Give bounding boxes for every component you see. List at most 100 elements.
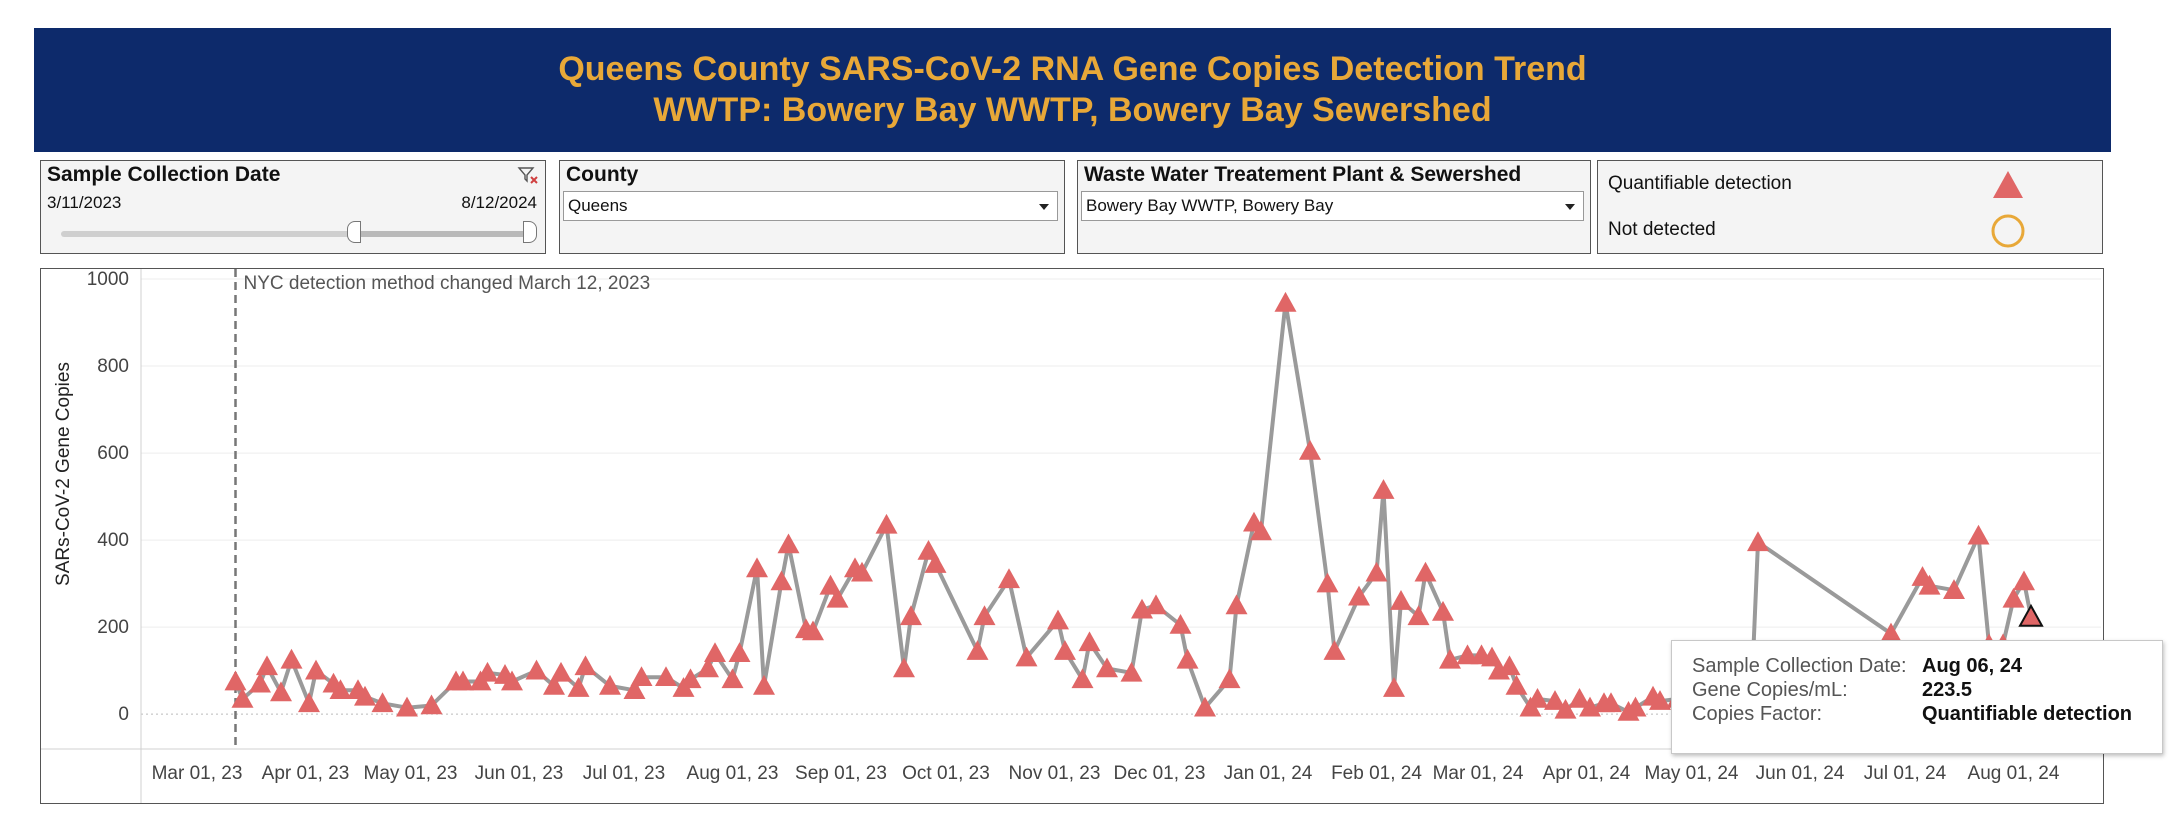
data-point[interactable]: [1365, 561, 1388, 582]
data-point[interactable]: [329, 679, 352, 700]
data-point[interactable]: [966, 640, 989, 660]
data-point[interactable]: [746, 557, 768, 578]
data-point[interactable]: [501, 670, 523, 691]
data-point-selected[interactable]: [2018, 603, 2044, 627]
data-point[interactable]: [298, 692, 320, 713]
data-point[interactable]: [1225, 594, 1248, 615]
data-point[interactable]: [875, 513, 898, 534]
data-point[interactable]: [1481, 646, 1503, 667]
plant-select[interactable]: Bowery Bay WWTP, Bowery Bay: [1081, 191, 1584, 221]
data-point[interactable]: [1372, 479, 1395, 499]
data-point[interactable]: [371, 692, 394, 713]
data-point[interactable]: [2013, 570, 2035, 591]
county-select[interactable]: Queens: [563, 191, 1058, 221]
data-point[interactable]: [697, 657, 719, 678]
data-point[interactable]: [893, 657, 915, 678]
data-point[interactable]: [1439, 648, 1461, 669]
data-point[interactable]: [1071, 668, 1094, 689]
data-point[interactable]: [777, 533, 800, 554]
data-point[interactable]: [1943, 579, 1965, 599]
data-point[interactable]: [1348, 585, 1370, 606]
data-point[interactable]: [819, 574, 842, 595]
data-point[interactable]: [753, 674, 775, 695]
data-point[interactable]: [704, 642, 726, 663]
data-point[interactable]: [630, 666, 653, 686]
data-point[interactable]: [826, 587, 849, 608]
date-slider-handle-start[interactable]: [347, 221, 361, 243]
data-point[interactable]: [305, 659, 327, 680]
data-point[interactable]: [1218, 668, 1241, 689]
data-point[interactable]: [1568, 687, 1591, 708]
data-point[interactable]: [998, 568, 1020, 589]
data-point[interactable]: [728, 642, 751, 663]
data-point[interactable]: [1194, 696, 1216, 717]
data-point[interactable]: [1316, 572, 1339, 593]
data-point[interactable]: [525, 659, 548, 680]
clear-filter-icon[interactable]: [517, 165, 539, 185]
data-point[interactable]: [1544, 690, 1566, 710]
data-point[interactable]: [1967, 524, 1990, 545]
data-point[interactable]: [1414, 561, 1437, 582]
data-point[interactable]: [224, 670, 247, 691]
data-point[interactable]: [679, 668, 702, 689]
data-point[interactable]: [1047, 609, 1069, 630]
data-point[interactable]: [973, 605, 996, 626]
data-point[interactable]: [1407, 605, 1430, 626]
data-point[interactable]: [1120, 661, 1143, 682]
data-point[interactable]: [543, 674, 565, 695]
data-point[interactable]: [1078, 631, 1101, 652]
data-point[interactable]: [550, 661, 572, 682]
data-point[interactable]: [476, 661, 499, 682]
data-point[interactable]: [567, 677, 590, 697]
data-point[interactable]: [1096, 657, 1118, 678]
data-point[interactable]: [924, 553, 947, 573]
data-point[interactable]: [249, 672, 271, 693]
data-point[interactable]: [1054, 640, 1076, 660]
data-point[interactable]: [721, 668, 744, 689]
data-point[interactable]: [1918, 574, 1941, 595]
data-point[interactable]: [1498, 655, 1521, 676]
data-point[interactable]: [1432, 600, 1454, 621]
data-point[interactable]: [1323, 640, 1346, 660]
data-point[interactable]: [1880, 622, 1902, 643]
data-point[interactable]: [1274, 291, 1297, 312]
data-point[interactable]: [1145, 594, 1167, 615]
data-point[interactable]: [1456, 644, 1479, 665]
data-point[interactable]: [1747, 531, 1769, 552]
data-point[interactable]: [1176, 648, 1199, 669]
data-point[interactable]: [1169, 613, 1192, 634]
data-point[interactable]: [1649, 690, 1671, 710]
data-point[interactable]: [1600, 692, 1622, 713]
data-point[interactable]: [1505, 674, 1528, 695]
data-point[interactable]: [420, 694, 443, 715]
data-point[interactable]: [851, 561, 873, 582]
data-point[interactable]: [256, 655, 278, 676]
data-point[interactable]: [599, 674, 621, 695]
data-point[interactable]: [802, 620, 824, 641]
data-point[interactable]: [1390, 590, 1412, 610]
date-slider-handle-end[interactable]: [523, 221, 537, 243]
data-point[interactable]: [1526, 687, 1549, 708]
data-point[interactable]: [574, 655, 597, 676]
data-point[interactable]: [1250, 520, 1272, 541]
data-point[interactable]: [623, 679, 646, 700]
data-point[interactable]: [1299, 439, 1321, 460]
data-point[interactable]: [280, 648, 303, 669]
data-point[interactable]: [1015, 646, 1038, 667]
data-point[interactable]: [1383, 677, 1405, 697]
data-point[interactable]: [452, 670, 474, 691]
date-slider-track[interactable]: [61, 231, 537, 237]
data-point[interactable]: [1554, 698, 1577, 719]
data-point[interactable]: [900, 605, 922, 626]
data-point[interactable]: [270, 681, 292, 702]
data-point[interactable]: [1624, 696, 1647, 717]
date-start[interactable]: 3/11/2023: [47, 193, 122, 212]
date-end[interactable]: 8/12/2024: [461, 193, 537, 212]
data-point[interactable]: [354, 685, 376, 706]
data-point[interactable]: [770, 570, 793, 591]
data-point[interactable]: [655, 666, 677, 686]
data-point[interactable]: [396, 696, 418, 717]
data-point[interactable]: [2002, 587, 2025, 608]
data-point[interactable]: [917, 539, 940, 560]
data-point[interactable]: [231, 687, 254, 708]
